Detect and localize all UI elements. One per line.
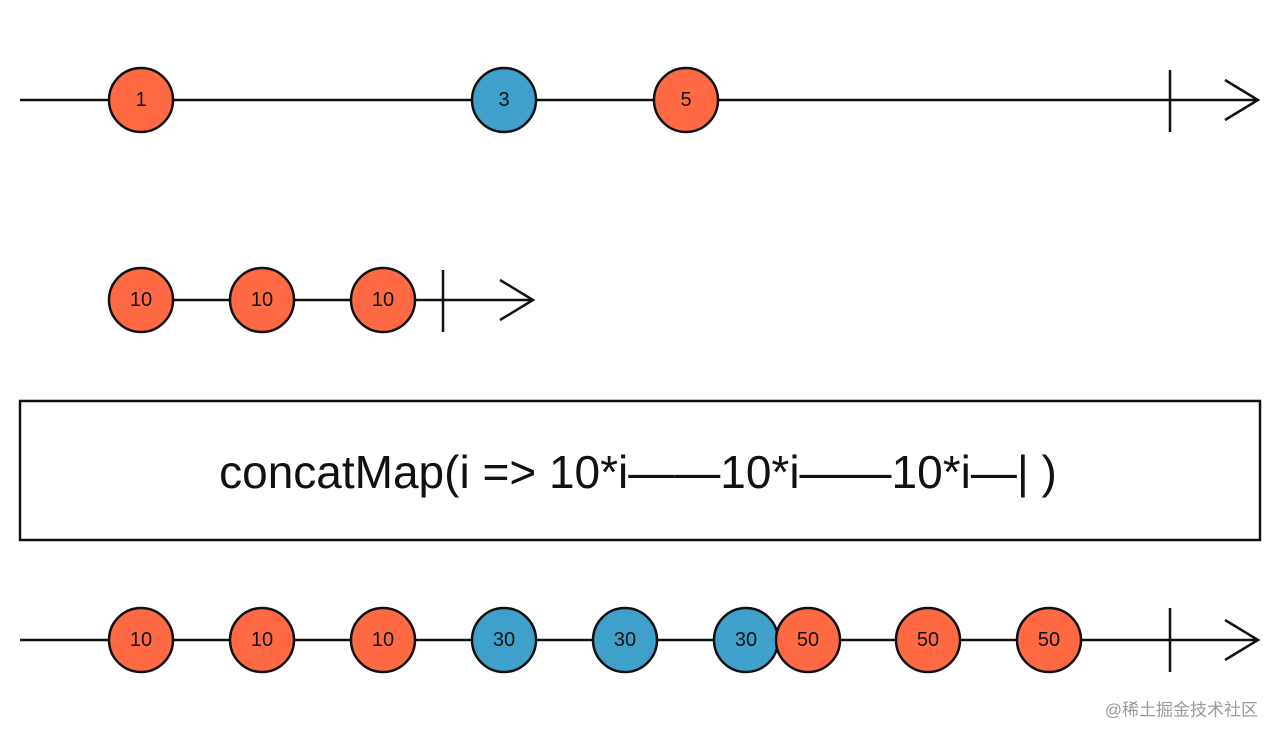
marble: 30 [470, 606, 538, 674]
marble-circle [228, 266, 296, 334]
inner-arrow [499, 278, 536, 322]
marble-circle [1015, 606, 1083, 674]
marble-label: 10 [372, 629, 394, 651]
marble-circle [228, 606, 296, 674]
marble: 50 [774, 606, 842, 674]
marble-circle [107, 606, 175, 674]
marble-circle [470, 606, 538, 674]
marble-label: 50 [1038, 629, 1060, 651]
timelines [18, 70, 1262, 672]
marble-label: 30 [735, 629, 757, 651]
operator-box [18, 399, 1262, 542]
marble-circle [107, 266, 175, 334]
marble-label: 10 [130, 289, 152, 311]
marble-label: 50 [917, 629, 939, 651]
marble: 10 [107, 266, 175, 334]
marble: 10 [107, 606, 175, 674]
marble-label: 30 [493, 629, 515, 651]
marble-label: 3 [498, 89, 509, 111]
marble: 10 [228, 606, 296, 674]
marble-label: 10 [130, 629, 152, 651]
source-arrow [1224, 78, 1261, 122]
marble: 3 [470, 66, 538, 134]
marble: 30 [712, 606, 780, 674]
marble: 50 [1015, 606, 1083, 674]
marble: 50 [894, 606, 962, 674]
output-arrow [1224, 618, 1261, 662]
marble-circle [652, 66, 720, 134]
marble-circle [470, 66, 538, 134]
marble: 10 [349, 266, 417, 334]
marble-circle [349, 606, 417, 674]
operator-text: concatMap(i => 10*i——10*i——10*i—| ) [219, 446, 1057, 498]
marble-label: 10 [251, 629, 273, 651]
marble-label: 50 [797, 629, 819, 651]
marble-circle [894, 606, 962, 674]
marble-circle [349, 266, 417, 334]
marble: 5 [652, 66, 720, 134]
marble-label: 30 [614, 629, 636, 651]
marble-label: 10 [251, 289, 273, 311]
marble-circle [591, 606, 659, 674]
marble-circle [107, 66, 175, 134]
marble: 30 [591, 606, 659, 674]
marble: 10 [228, 266, 296, 334]
marble-label: 1 [135, 89, 146, 111]
marble-circle [774, 606, 842, 674]
marble: 10 [349, 606, 417, 674]
watermark: @稀土掘金技术社区 [1105, 701, 1258, 720]
marble-label: 10 [372, 289, 394, 311]
marble-label: 5 [680, 89, 691, 111]
marbles: 1 3 5 10 10 10 10 10 10 30 30 30 50 50 50 [107, 66, 1083, 674]
marble: 1 [107, 66, 175, 134]
